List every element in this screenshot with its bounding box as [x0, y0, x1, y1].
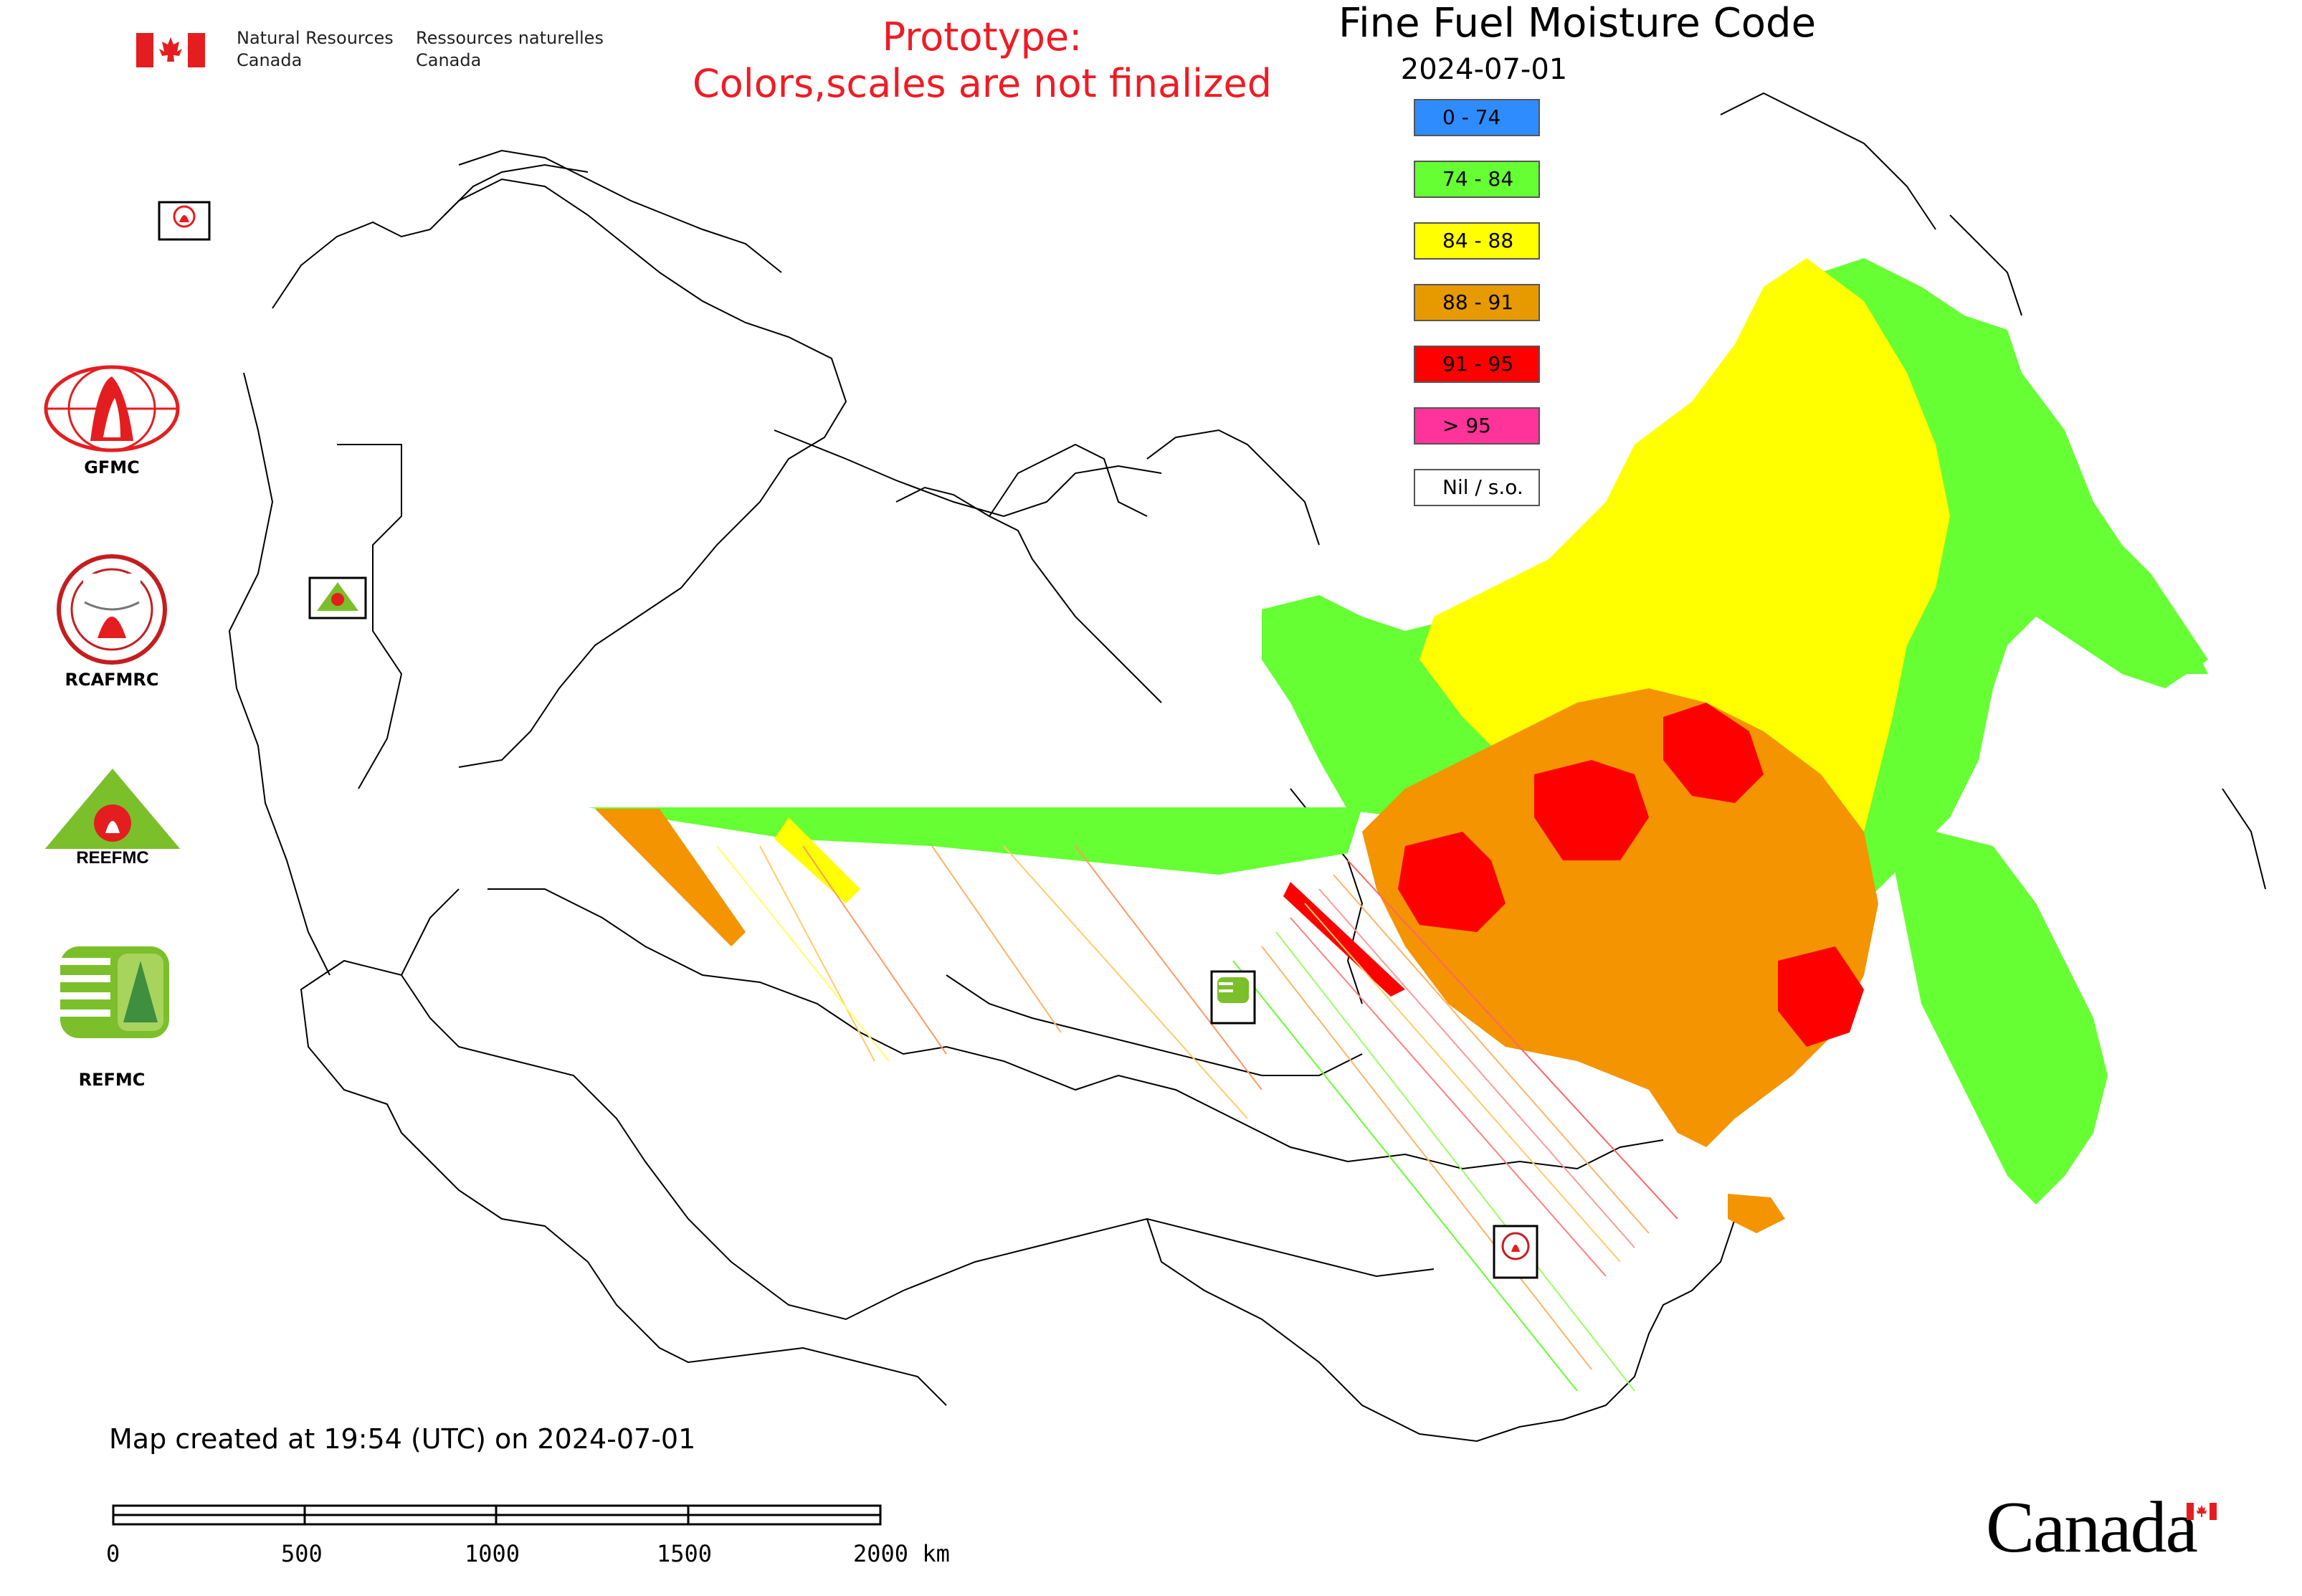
ffmc-band-74-84	[588, 807, 1362, 875]
prototype-notice-line2: Colors,scales are not finalized	[693, 60, 1272, 106]
scale-tick-500: 500	[281, 1540, 323, 1567]
map-created-caption: Map created at 19:54 (UTC) on 2024-07-01	[109, 1423, 696, 1455]
ffmc-region-91-95	[1398, 832, 1506, 932]
agency-name-fr: Ressources naturelles Canada	[416, 28, 604, 70]
legend-item-88-91: 88 - 91	[1414, 284, 1540, 321]
canada-wordmark: Canada	[1986, 1487, 2198, 1568]
legend-item-gt-95: > 95	[1414, 407, 1540, 445]
refmc-logo-icon	[60, 946, 169, 1038]
svg-text:REEFMC: REEFMC	[76, 848, 148, 866]
rcafmrc-logo-icon	[57, 554, 167, 665]
scale-tick-1500: 1500	[657, 1540, 713, 1567]
legend-item-74-84: 74 - 84	[1414, 161, 1540, 198]
map-title: Fine Fuel Moisture Code	[1338, 0, 1817, 47]
map-markers	[158, 201, 1538, 1279]
gfmc-logo-icon	[44, 365, 180, 452]
legend-item-84-88: 84 - 88	[1414, 222, 1540, 260]
ffmc-region-91-95-2	[1534, 760, 1649, 860]
scale-tick-0: 0	[106, 1540, 120, 1567]
ffmc-island-88-91	[1728, 1194, 1785, 1233]
wordmark-flag-icon	[2187, 1503, 2217, 1520]
map-date: 2024-07-01	[1400, 53, 1568, 86]
legend-item-0-74: 0 - 74	[1414, 99, 1540, 136]
refmc-label: REFMC	[78, 1070, 146, 1090]
ffmc-raster	[588, 258, 2208, 1233]
ffmc-region-91-95-3	[1663, 703, 1764, 803]
ffmc-region-74-84-sakhalin	[1893, 832, 2108, 1205]
ffmc-streaks	[716, 845, 1678, 1392]
ffmc-band-91-95	[1283, 882, 1405, 997]
ffmc-band-84-88	[774, 817, 860, 903]
ffmc-region-74-84-east	[1993, 430, 2208, 674]
reefmc-marker-icon	[308, 576, 367, 619]
gfmc-label: GFMC	[84, 457, 140, 478]
rcafmrc-label: RCAFMRC	[65, 670, 159, 690]
rcafmrc-marker-icon	[1493, 1225, 1538, 1279]
reefmc-logo-icon: REEFMC	[40, 769, 185, 866]
agency-name-en: Natural Resources Canada	[237, 28, 394, 70]
scale-tick-1000: 1000	[465, 1540, 520, 1567]
prototype-notice-line1: Prototype:	[882, 14, 1083, 60]
coastlines	[444, 92, 2266, 890]
scale-tick-2000-km: 2000 km	[853, 1540, 950, 1567]
ffmc-region-88-91	[1362, 688, 1878, 1147]
legend-item-91-95: 91 - 95	[1414, 346, 1540, 383]
prototype-notice: Prototype: Colors,scales are not finaliz…	[617, 14, 1348, 108]
refmc-marker-icon	[1210, 970, 1256, 1025]
legend-item-nil: Nil / s.o.	[1414, 469, 1540, 506]
ffmc-band-88-91	[595, 809, 746, 946]
scale-bar	[112, 1504, 882, 1526]
canada-flag-icon	[136, 33, 205, 67]
ffmc-region-91-95-4	[1778, 946, 1864, 1047]
gfmc-marker-icon	[158, 201, 211, 241]
